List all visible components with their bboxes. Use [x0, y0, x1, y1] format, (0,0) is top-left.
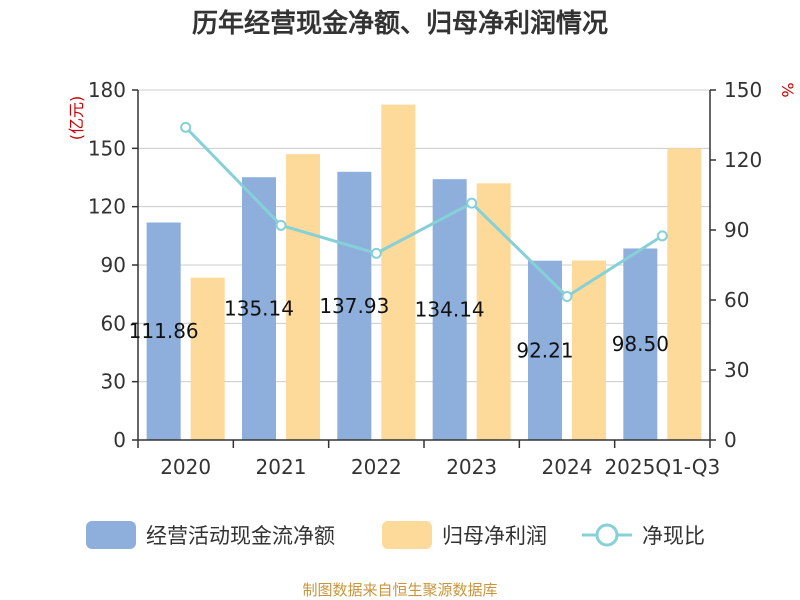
ratio-point-2022	[370, 247, 382, 259]
x-tick-label-2024: 2024	[542, 455, 593, 479]
bar-cashflow-2020	[146, 222, 181, 440]
legend-swatch-cashflow	[86, 521, 136, 549]
left-axis-unit: (亿元)	[67, 96, 86, 141]
left-tick-label-30: 30	[101, 370, 126, 394]
bar-label-cashflow-2022: 137.93	[319, 294, 389, 318]
data-source: 制图数据来自恒生聚源数据库	[302, 581, 497, 599]
legend-label-ratio: 净现比	[642, 524, 705, 548]
x-tick-label-2020: 2020	[160, 455, 211, 479]
left-tick-label-120: 120	[88, 195, 126, 219]
bar-label-cashflow-2023: 134.14	[415, 298, 485, 322]
right-tick-label-120: 120	[724, 148, 762, 172]
right-tick-label-60: 60	[724, 288, 749, 312]
ratio-line-path	[184, 126, 664, 299]
bar-cashflow-2021	[242, 177, 276, 440]
bar-cashflow-2023	[432, 179, 467, 440]
x-axis-ticks: 2020 2021 2022 2023 2024 2025Q1-Q3	[137, 440, 720, 479]
bar-labels: 111.86 135.14 137.93 134.14 92.21 98.50	[129, 294, 669, 362]
legend-label-profit: 归母净利润	[442, 524, 547, 548]
ratio-point-2025Q1-Q3	[656, 230, 668, 242]
bar-profit-2020	[190, 277, 225, 440]
ratio-line	[180, 121, 668, 302]
x-tick-label-2022: 2022	[351, 455, 402, 479]
bar-label-cashflow-2021: 135.14	[224, 297, 294, 321]
bar-label-cashflow-2020: 111.86	[129, 319, 199, 343]
right-tick-label-150: 150	[724, 78, 762, 102]
right-axis-unit: %	[778, 82, 797, 97]
left-tick-label-180: 180	[88, 78, 126, 102]
x-tick-label-2021: 2021	[256, 455, 307, 479]
left-tick-label-150: 150	[88, 136, 126, 160]
x-tick-label-2023: 2023	[446, 455, 497, 479]
legend: 经营活动现金流净额 归母净利润 净现比	[86, 521, 705, 549]
legend-marker-ratio	[595, 523, 619, 547]
left-tick-label-90: 90	[101, 253, 126, 277]
bar-cashflow-2022	[337, 171, 372, 440]
right-tick-label-0: 0	[724, 428, 737, 452]
ratio-point-2023	[466, 197, 478, 209]
bar-profit-2025Q1-Q3	[667, 148, 702, 441]
legend-swatch-profit	[382, 521, 432, 549]
right-tick-label-30: 30	[724, 358, 749, 382]
grid-lines	[138, 89, 710, 383]
legend-label-cashflow: 经营活动现金流净额	[146, 524, 335, 548]
bar-profit-2024	[572, 260, 606, 440]
x-tick-label-2025Q1-Q3: 2025Q1-Q3	[604, 455, 720, 479]
ratio-point-2021	[275, 219, 287, 231]
bar-label-cashflow-2025Q1-Q3: 98.50	[612, 332, 669, 356]
right-tick-label-90: 90	[724, 218, 749, 242]
left-tick-label-0: 0	[113, 428, 126, 452]
bar-profit-2022	[381, 104, 416, 440]
ratio-point-2024	[561, 291, 573, 302]
bar-profit-2021	[286, 154, 320, 440]
right-axis-ticks: 0 30 60 90 120 150	[710, 78, 762, 452]
ratio-point-2020	[180, 121, 192, 133]
left-tick-label-60: 60	[101, 311, 126, 335]
left-axis-ticks: 0 30 60 90 120 150 180	[88, 78, 138, 452]
chart-title: 历年经营现金净额、归母净利润情况	[192, 8, 608, 39]
bars	[146, 104, 702, 441]
bar-cashflow-2024	[528, 260, 562, 440]
bar-cashflow-2025Q1-Q3	[623, 248, 658, 440]
bar-label-cashflow-2024: 92.21	[516, 338, 573, 362]
